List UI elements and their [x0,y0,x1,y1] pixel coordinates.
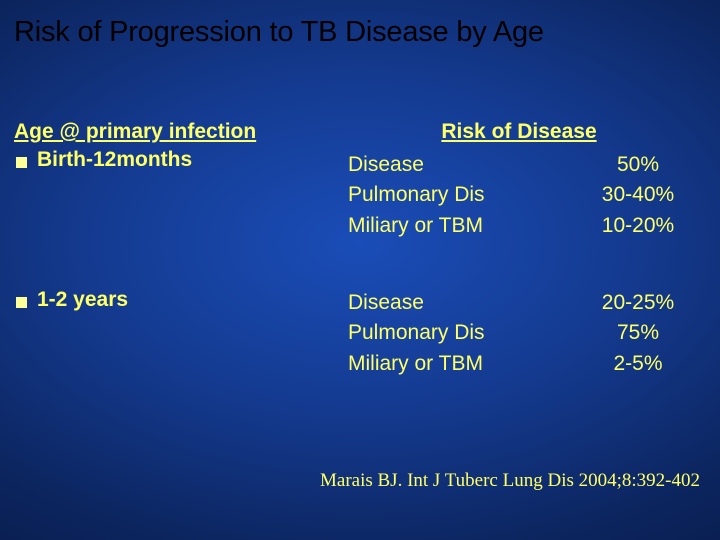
slide: Risk of Progression to TB Disease by Age… [0,0,720,540]
risk-value: 50% [578,150,698,180]
risk-row: Miliary or TBM 2-5% [348,349,698,379]
bullet-icon [16,157,27,168]
right-column-header: Risk of Disease [330,120,708,144]
risk-label: Pulmonary Dis [348,318,578,348]
risk-row: Miliary or TBM 10-20% [348,211,698,241]
risk-block-1: Disease 50% Pulmonary Dis 30-40% Miliary… [348,150,698,241]
risk-label: Miliary or TBM [348,211,578,241]
risk-value: 10-20% [578,211,698,241]
risk-label: Disease [348,150,578,180]
age-group-row: Birth-12months [14,148,330,172]
left-column-group-2: 1-2 years [14,288,330,312]
age-group-label: Birth-12months [37,148,192,172]
left-column: Age @ primary infection Birth-12months [14,120,330,172]
slide-title: Risk of Progression to TB Disease by Age [14,16,706,49]
risk-label: Pulmonary Dis [348,180,578,210]
risk-value: 75% [578,318,698,348]
risk-block-2: Disease 20-25% Pulmonary Dis 75% Miliary… [348,288,698,379]
age-group-label: 1-2 years [37,288,128,312]
risk-value: 2-5% [578,349,698,379]
risk-row: Disease 20-25% [348,288,698,318]
risk-value: 30-40% [578,180,698,210]
risk-row: Disease 50% [348,150,698,180]
age-group-row: 1-2 years [14,288,330,312]
risk-label: Disease [348,288,578,318]
risk-row: Pulmonary Dis 30-40% [348,180,698,210]
risk-row: Pulmonary Dis 75% [348,318,698,348]
risk-label: Miliary or TBM [348,349,578,379]
citation: Marais BJ. Int J Tuberc Lung Dis 2004;8:… [0,470,700,492]
risk-value: 20-25% [578,288,698,318]
left-column-header: Age @ primary infection [14,120,330,144]
bullet-icon [16,297,27,308]
